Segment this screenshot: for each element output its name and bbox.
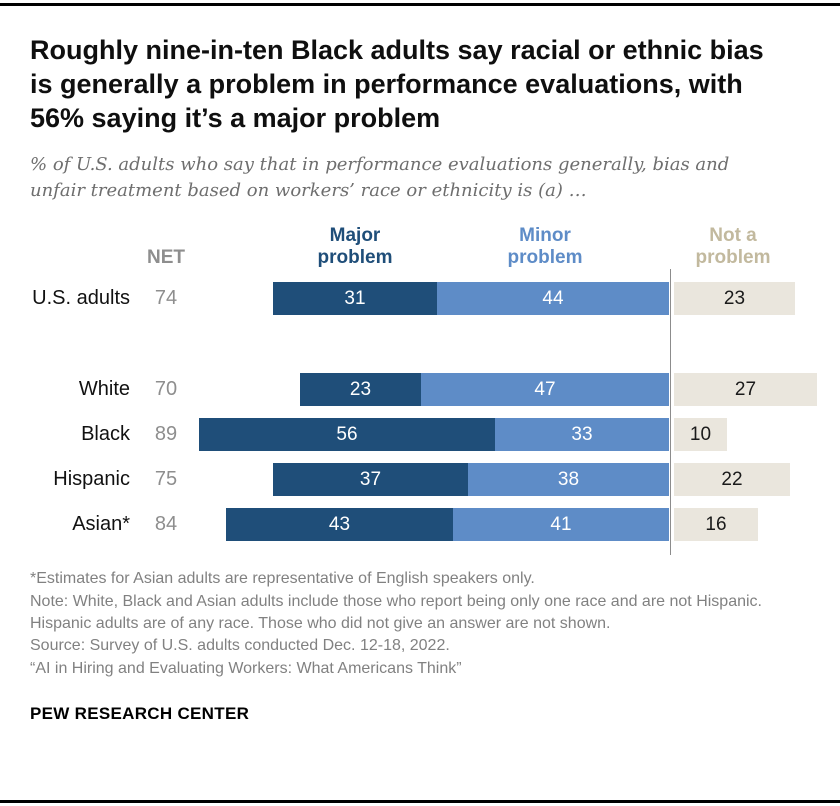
major-problem-header: Major problem	[317, 225, 393, 269]
footnotes: *Estimates for Asian adults are represen…	[30, 568, 790, 680]
category-label: U.S. adults	[32, 287, 130, 310]
bottom-border-rule	[0, 800, 840, 803]
footnote-note: Note: White, Black and Asian adults incl…	[30, 592, 762, 632]
stacked-bar: 43 41	[226, 508, 669, 542]
chart-row: White 70 23 47 27	[0, 373, 840, 407]
category-label: Hispanic	[53, 468, 130, 491]
stacked-bar: 56 33	[199, 418, 669, 452]
minor-problem-segment: 41	[453, 508, 669, 542]
net-value: 84	[154, 513, 178, 536]
net-value: 74	[154, 287, 178, 310]
stacked-bar: 31 44	[273, 282, 669, 316]
chart-row: Hispanic 75 37 38 22	[0, 463, 840, 497]
major-problem-segment: 23	[300, 373, 421, 407]
major-problem-segment: 31	[273, 282, 437, 316]
net-value: 75	[154, 468, 178, 491]
footnote-source: Source: Survey of U.S. adults conducted …	[30, 637, 450, 655]
not-a-problem-bar: 23	[674, 282, 795, 316]
category-label: Black	[81, 423, 130, 446]
stacked-bar: 37 38	[273, 463, 669, 497]
not-a-problem-bar: 27	[674, 373, 817, 407]
top-border-rule	[0, 3, 840, 6]
chart-row: Black 89 56 33 10	[0, 418, 840, 452]
stacked-bar: 23 47	[300, 373, 669, 407]
chart-title: Roughly nine-in-ten Black adults say rac…	[30, 35, 764, 134]
minor-problem-segment: 44	[437, 282, 669, 316]
not-a-problem-bar: 22	[674, 463, 790, 497]
footnote-report-title: “AI in Hiring and Evaluating Workers: Wh…	[30, 659, 462, 677]
minor-problem-header: Minor problem	[507, 225, 583, 269]
chart-subtitle: % of U.S. adults who say that in perform…	[30, 154, 730, 201]
net-value: 70	[154, 378, 178, 401]
chart-row: U.S. adults 74 31 44 23	[0, 282, 840, 316]
net-column-header: NET	[147, 247, 185, 269]
column-headers: NET Major problem Minor problem Not a pr…	[0, 217, 840, 271]
axis-divider-line	[670, 269, 671, 556]
not-a-problem-header: Not a problem	[695, 225, 771, 269]
not-a-problem-bar: 16	[674, 508, 758, 542]
minor-problem-segment: 33	[495, 418, 669, 452]
minor-problem-segment: 38	[468, 463, 669, 497]
major-problem-segment: 43	[226, 508, 453, 542]
brand-footer: PEW RESEARCH CENTER	[30, 704, 250, 724]
minor-problem-segment: 47	[421, 373, 669, 407]
chart-rows: U.S. adults 74 31 44 23 White 70 23 47 27 Black 89 5…	[0, 269, 840, 556]
category-label: White	[78, 378, 130, 401]
not-a-problem-bar: 10	[674, 418, 727, 452]
category-label: Asian*	[72, 513, 130, 536]
major-problem-segment: 56	[199, 418, 495, 452]
net-value: 89	[154, 423, 178, 446]
chart-row: Asian* 84 43 41 16	[0, 508, 840, 542]
footnote-asterisk: *Estimates for Asian adults are represen…	[30, 570, 535, 588]
major-problem-segment: 37	[273, 463, 468, 497]
